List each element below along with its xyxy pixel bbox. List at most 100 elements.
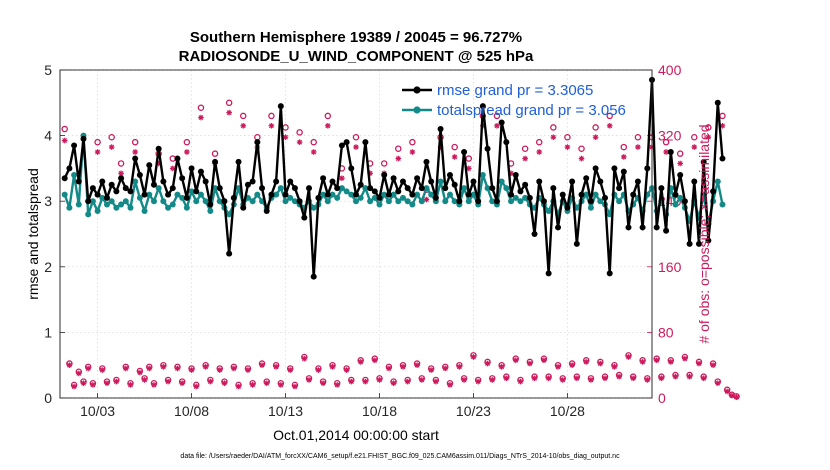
assimilated-obs-marker	[118, 170, 124, 177]
rmse-point	[625, 224, 632, 231]
rmse-point	[705, 237, 712, 244]
totalspread-point	[108, 198, 115, 205]
assimilated-obs-marker	[315, 367, 322, 373]
totalspread-point	[66, 204, 73, 211]
assimilated-obs-marker	[132, 149, 138, 155]
possible-obs-marker	[225, 99, 233, 107]
possible-obs-marker	[465, 155, 473, 162]
totalspread-point	[193, 198, 200, 205]
assimilated-obs-marker	[611, 364, 618, 370]
assimilated-obs-marker	[541, 357, 547, 364]
totalspread-point	[174, 191, 181, 198]
rmse-point	[503, 139, 510, 146]
rmse-point	[141, 191, 148, 198]
totalspread-point	[329, 191, 336, 198]
assimilated-obs-marker	[724, 388, 730, 395]
rmse-point	[432, 194, 439, 201]
assimilated-obs-marker	[122, 365, 129, 372]
rmse-point	[301, 214, 308, 221]
rmse-point	[329, 178, 336, 185]
possible-obs-marker	[352, 133, 360, 141]
possible-obs-marker	[451, 143, 458, 151]
assimilated-obs-marker	[357, 359, 364, 365]
assimilated-obs-marker	[235, 383, 242, 390]
assimilated-obs-marker	[75, 370, 82, 377]
assimilated-obs-marker	[503, 375, 510, 382]
assimilated-obs-marker	[672, 373, 679, 380]
possible-obs-marker	[662, 138, 670, 146]
assimilated-obs-marker	[470, 354, 477, 360]
rmse-point	[320, 175, 327, 182]
rmse-point	[555, 224, 562, 231]
totalspread-point	[179, 194, 186, 201]
possible-obs-series	[61, 99, 740, 400]
rmse-point	[108, 181, 115, 188]
rmse-point	[230, 194, 237, 201]
rmse-point	[244, 181, 251, 188]
rmse-point	[169, 185, 176, 192]
assimilated-obs-marker	[583, 359, 590, 365]
assimilated-obs-marker	[202, 364, 209, 370]
assimilated-obs-marker	[160, 364, 167, 370]
rmse-point	[672, 191, 679, 198]
assimilated-obs-marker	[517, 378, 524, 385]
rmse-series	[61, 76, 726, 280]
assimilated-obs-marker	[625, 354, 632, 360]
totalspread-point	[446, 191, 453, 198]
assimilated-obs-marker	[555, 364, 561, 370]
y2-tick-label: 80	[658, 324, 674, 340]
assimilated-obs-marker	[714, 380, 721, 387]
rmse-point	[569, 178, 576, 185]
assimilated-obs-marker	[433, 378, 439, 385]
possible-obs-marker	[296, 129, 303, 136]
possible-obs-marker	[211, 150, 219, 157]
totalspread-point	[395, 198, 402, 205]
totalspread-point	[587, 204, 594, 211]
rmse-point	[221, 198, 228, 205]
assimilated-obs-marker	[710, 362, 716, 368]
totalspread-point	[677, 194, 684, 201]
assimilated-obs-marker	[428, 367, 434, 373]
totalspread-point	[719, 201, 726, 208]
totalspread-point	[404, 198, 411, 205]
assimilated-obs-marker	[287, 367, 294, 373]
assimilated-obs-marker	[545, 375, 552, 382]
totalspread-point	[334, 194, 341, 201]
totalspread-point	[423, 185, 430, 192]
totalspread-point	[470, 191, 477, 198]
assimilated-obs-marker	[343, 367, 350, 373]
assimilated-obs-marker	[686, 373, 693, 380]
rmse-point	[376, 194, 383, 201]
x-tick-label: 10/13	[268, 403, 303, 419]
rmse-point	[630, 191, 637, 198]
totalspread-point	[89, 198, 96, 205]
totalspread-point	[545, 208, 552, 215]
assimilated-obs-marker	[395, 155, 402, 162]
assimilated-obs-marker	[188, 367, 195, 373]
assimilated-obs-marker	[461, 377, 467, 383]
rmse-point	[259, 185, 266, 192]
rmse-point	[183, 194, 190, 201]
totalspread-point	[118, 201, 125, 208]
assimilated-obs-marker	[310, 149, 317, 155]
totalspread-point	[71, 171, 78, 178]
assimilated-obs-marker	[597, 360, 604, 367]
possible-obs-marker	[108, 133, 115, 141]
rmse-point	[146, 162, 153, 169]
totalspread-point	[714, 178, 721, 185]
assimilated-obs-marker	[414, 362, 420, 368]
rmse-point	[160, 178, 167, 185]
assimilated-obs-marker	[259, 362, 265, 368]
totalspread-point	[103, 201, 110, 208]
totalspread-point	[498, 178, 505, 185]
assimilated-obs-marker	[231, 365, 237, 372]
rmse-point	[470, 178, 477, 185]
possible-obs-marker	[183, 138, 191, 146]
rmse-point	[526, 194, 533, 201]
rmse-point	[127, 188, 134, 195]
totalspread-point	[122, 198, 129, 205]
assimilated-obs-marker	[456, 364, 463, 370]
totalspread-point	[428, 191, 435, 198]
assimilated-obs-marker	[334, 382, 341, 388]
totalspread-point	[381, 191, 388, 198]
